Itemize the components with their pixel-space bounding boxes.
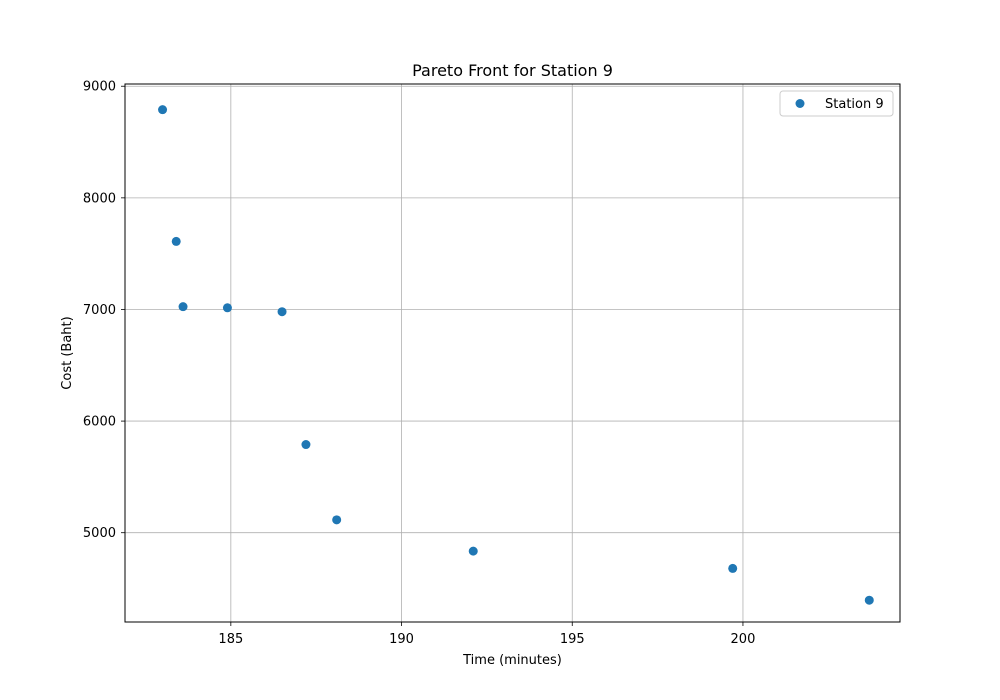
grid-lines	[125, 84, 900, 622]
y-tick-label: 7000	[83, 303, 116, 318]
legend-marker	[795, 99, 805, 108]
y-tick-label: 8000	[83, 191, 116, 206]
data-point	[332, 515, 342, 525]
y-tick-label: 6000	[83, 415, 116, 430]
data-point	[171, 236, 181, 246]
chart-title: Pareto Front for Station 9	[412, 61, 613, 80]
x-tick-label: 185	[218, 632, 243, 647]
data-point	[158, 105, 168, 115]
y-axis-label: Cost (Baht)	[60, 316, 75, 389]
x-axis-label: Time (minutes)	[462, 653, 562, 668]
axis-ticks: 185 190 195 200 5000 6000 7000 8000 9000	[83, 80, 755, 647]
legend-box	[779, 90, 894, 117]
data-point	[222, 303, 232, 313]
data-points	[158, 105, 874, 605]
y-tick-label: 5000	[83, 526, 116, 541]
data-point	[178, 302, 188, 312]
data-point	[864, 595, 874, 605]
data-point	[277, 307, 287, 317]
x-tick-label: 200	[731, 632, 756, 647]
x-tick-label: 190	[389, 632, 414, 647]
legend: Station 9	[779, 90, 894, 117]
x-tick-label: 195	[560, 632, 585, 647]
legend-label: Station 9	[825, 97, 884, 112]
data-point	[468, 546, 478, 556]
plot-frame	[124, 83, 901, 623]
data-point	[728, 563, 738, 573]
data-point	[301, 440, 311, 450]
y-tick-label: 9000	[83, 80, 116, 95]
